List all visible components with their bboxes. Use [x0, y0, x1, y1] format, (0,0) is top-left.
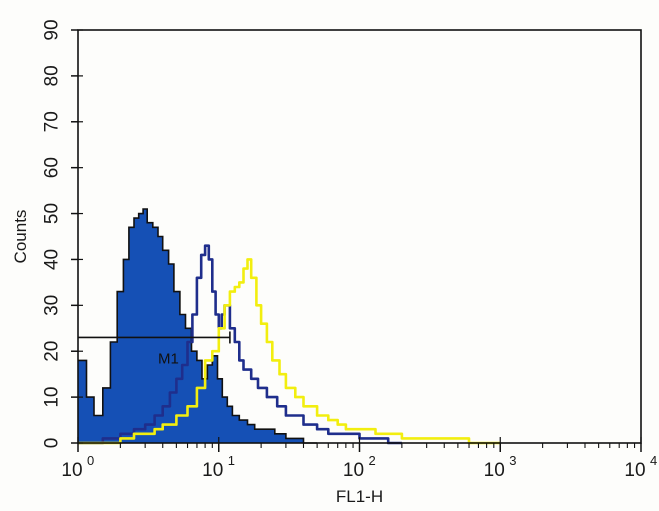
- x-tick-label: 10: [202, 460, 223, 481]
- x-tick-label: 10: [484, 460, 505, 481]
- y-axis-title: Counts: [11, 210, 30, 264]
- x-axis-title: FL1-H: [336, 487, 383, 506]
- y-tick-label: 0: [42, 438, 63, 449]
- y-tick-label: 40: [42, 249, 63, 270]
- y-tick-label: 50: [42, 203, 63, 224]
- marker-label: M1: [158, 350, 179, 367]
- x-tick-exponent: 2: [369, 453, 376, 468]
- y-tick-label: 60: [42, 157, 63, 178]
- x-tick-exponent: 0: [87, 453, 94, 468]
- series-1-fill: [78, 209, 318, 443]
- x-tick-label: 10: [624, 460, 645, 481]
- y-tick-label: 90: [42, 19, 63, 40]
- series-1-outline: [78, 208, 318, 444]
- x-tick-label: 10: [61, 460, 82, 481]
- marker-layer: M1: [78, 331, 231, 367]
- x-tick-exponent: 4: [650, 453, 657, 468]
- y-tick-label: 10: [42, 387, 63, 408]
- x-tick-exponent: 3: [509, 453, 516, 468]
- series-2-line: [78, 244, 402, 445]
- x-tick-label: 10: [343, 460, 364, 481]
- x-tick-exponent: 1: [228, 453, 235, 468]
- y-tick-label: 30: [42, 295, 63, 316]
- series-layer: [78, 208, 501, 445]
- y-tick-label: 70: [42, 111, 63, 132]
- series-3-line: [78, 258, 501, 445]
- y-tick-label: 80: [42, 65, 63, 86]
- y-tick-label: 20: [42, 341, 63, 362]
